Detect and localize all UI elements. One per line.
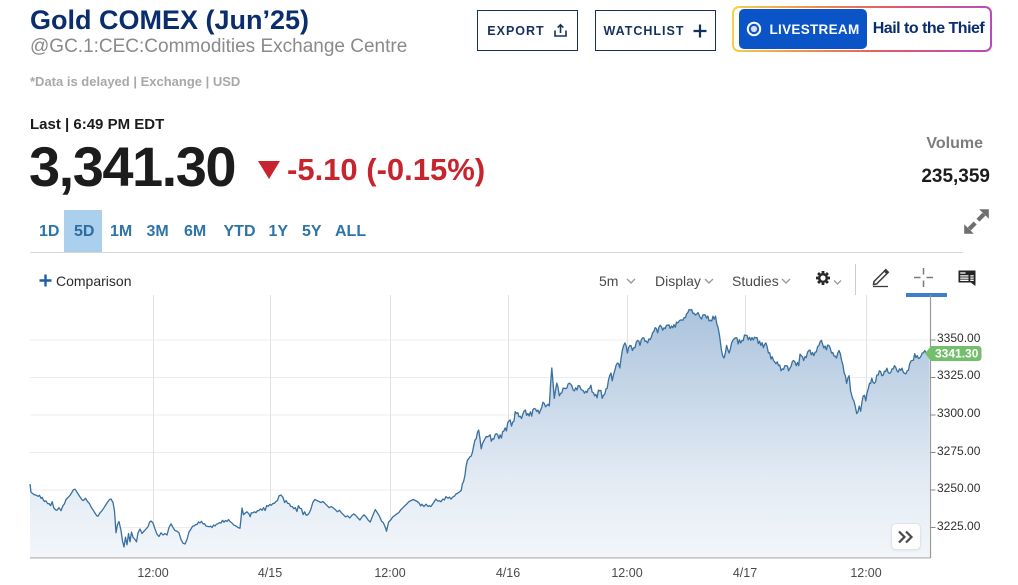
- svg-text:3341.30: 3341.30: [935, 347, 979, 361]
